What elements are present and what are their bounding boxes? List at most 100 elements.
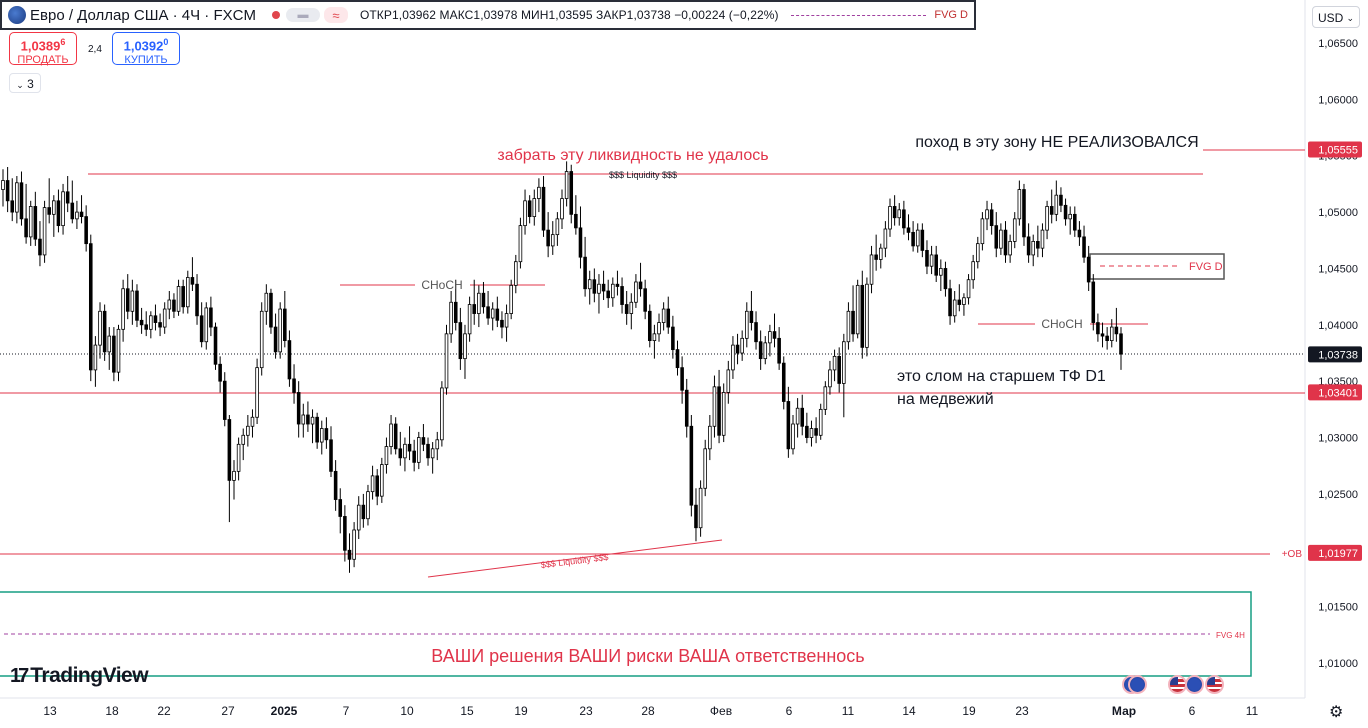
candle — [435, 431, 440, 461]
candle — [712, 375, 717, 438]
candle — [430, 442, 435, 474]
sell-button[interactable]: 1,03896 ПРОДАТЬ — [9, 32, 77, 66]
disclaimer-text: ВАШИ решения ВАШИ риски ВАША ответственн… — [431, 646, 864, 666]
candle-body — [389, 423, 393, 447]
candle-body — [246, 425, 250, 436]
settings-gear-icon[interactable]: ⚙ — [1329, 704, 1344, 721]
indicators-toggle[interactable]: ⌄ 3 — [9, 73, 41, 93]
candle — [897, 203, 902, 226]
candle — [444, 324, 449, 395]
candle-body — [874, 254, 878, 260]
candle — [1026, 223, 1031, 263]
candle — [587, 270, 592, 305]
candle-body — [791, 423, 795, 450]
candle-body — [740, 337, 744, 354]
candle — [24, 183, 28, 244]
y-tick-label: 1,06500 — [1318, 38, 1358, 50]
candle — [851, 285, 855, 342]
candle — [601, 270, 606, 301]
candle-body — [1031, 240, 1036, 256]
candle — [763, 336, 768, 365]
candle — [1022, 183, 1026, 246]
candle — [828, 360, 832, 395]
candle — [481, 281, 486, 314]
candle-body — [763, 342, 768, 360]
eu-flag-icon[interactable] — [1185, 675, 1204, 694]
candle-body — [370, 475, 375, 493]
candle — [107, 327, 112, 370]
wave-icon[interactable]: ≈ — [323, 7, 348, 23]
candle — [384, 437, 389, 474]
candle-body — [703, 448, 708, 489]
candle-body — [149, 315, 153, 330]
x-tick-label: 7 — [343, 704, 350, 718]
candle-body — [629, 301, 634, 314]
candle — [624, 291, 629, 325]
candle — [555, 212, 560, 246]
currency-select[interactable]: USD ⌄ — [1312, 6, 1360, 28]
candle-body — [892, 206, 897, 219]
candle-body — [980, 218, 985, 245]
candle — [47, 178, 51, 224]
candle — [283, 291, 287, 348]
candle — [218, 356, 222, 393]
candle — [731, 336, 735, 379]
candle-body — [962, 297, 966, 305]
candle — [162, 302, 167, 334]
buy-button[interactable]: 1,03920 КУПИТЬ — [112, 32, 180, 66]
candle — [15, 176, 19, 224]
candle-body — [925, 250, 929, 267]
candle-body — [957, 299, 962, 305]
us-flag-icon[interactable] — [1205, 675, 1224, 694]
liquidity-label-top: $$$ Liquidity $$$ — [609, 170, 677, 180]
candle — [292, 364, 296, 404]
candle-body — [273, 326, 278, 353]
candle-body — [421, 437, 426, 445]
candle-body — [541, 186, 546, 231]
us-flag-icon[interactable] — [1168, 675, 1187, 694]
candle-body — [985, 209, 989, 220]
candle-body — [518, 225, 523, 263]
tradingview-logo[interactable]: 17 TradingView — [10, 664, 149, 688]
visibility-toggle-icon[interactable]: ▬ — [285, 8, 320, 22]
candle-body — [107, 335, 112, 353]
candle-body — [546, 229, 550, 247]
candle-body — [167, 299, 172, 310]
candle-body — [805, 425, 809, 438]
fvg-dashed-line — [790, 14, 927, 16]
price-badge-label: 1,01977 — [1318, 548, 1358, 560]
candle-body — [222, 380, 227, 420]
candle-body — [555, 218, 560, 236]
candle-body — [772, 331, 777, 339]
candle — [703, 439, 708, 497]
candle — [28, 200, 33, 246]
candle — [795, 398, 800, 438]
candle — [398, 431, 403, 466]
candle — [989, 203, 994, 235]
candle — [680, 356, 684, 404]
candle-body — [966, 279, 971, 299]
candle-body — [749, 310, 754, 323]
candle — [209, 296, 213, 337]
candle-body — [666, 308, 671, 328]
candle — [102, 304, 107, 361]
eu-flag-icon[interactable] — [1128, 675, 1147, 694]
candle-body — [236, 443, 241, 472]
symbol-header[interactable]: Евро / Доллар США · 4Ч · FXCM ▬ ≈ ОТКР1,… — [0, 0, 976, 30]
price-badge — [1308, 141, 1362, 158]
candle-body — [758, 341, 763, 360]
candle-body — [1045, 206, 1049, 231]
candle-body — [250, 416, 255, 427]
candle — [758, 330, 763, 370]
price-scale — [1305, 30, 1368, 698]
candle — [514, 254, 518, 294]
candle-body — [768, 331, 772, 344]
y-tick-label: 1,01000 — [1318, 658, 1358, 670]
candle — [412, 439, 416, 472]
price-badge-label: 1,03401 — [1318, 387, 1358, 399]
candle — [255, 358, 259, 425]
symbol-title[interactable]: Евро / Доллар США · 4Ч · FXCM — [30, 6, 256, 24]
candle — [319, 420, 324, 455]
candle — [809, 420, 814, 447]
